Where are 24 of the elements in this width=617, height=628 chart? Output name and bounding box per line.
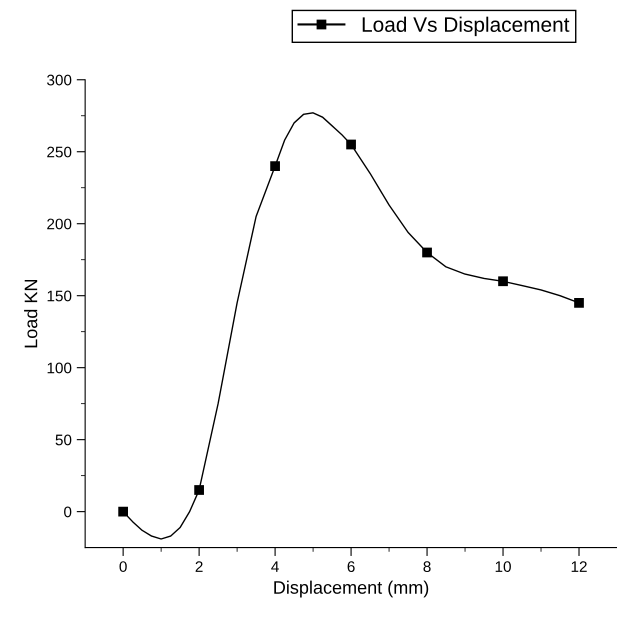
y-tick-label: 150 xyxy=(48,290,72,302)
y-tick-label: 300 xyxy=(47,74,72,86)
x-tick-label: 8 xyxy=(423,561,431,572)
x-tick-label: 0 xyxy=(119,561,127,572)
x-tick-label: 4 xyxy=(271,561,279,572)
x-tick-label: 10 xyxy=(496,561,511,572)
point xyxy=(346,140,356,150)
x-tick-label: 12 xyxy=(572,561,587,572)
y-tick-label: 50 xyxy=(56,434,72,446)
y-tick-label: 100 xyxy=(48,362,72,374)
y-tick-label: 200 xyxy=(47,218,72,230)
legend-label: Load Vs Displacement xyxy=(362,16,570,36)
x-tick-label: 2 xyxy=(196,561,203,572)
point xyxy=(194,485,204,495)
y-tick-label: 0 xyxy=(64,506,72,518)
point xyxy=(498,276,508,286)
point xyxy=(118,506,128,516)
x-tick-label: 6 xyxy=(348,561,355,572)
x-axis-title: Displacement (mm) xyxy=(274,580,428,598)
point xyxy=(270,161,280,171)
y-tick-label: 250 xyxy=(47,146,72,158)
point xyxy=(574,298,584,308)
point xyxy=(422,248,432,258)
y-axis-title: Load KN xyxy=(24,280,38,348)
